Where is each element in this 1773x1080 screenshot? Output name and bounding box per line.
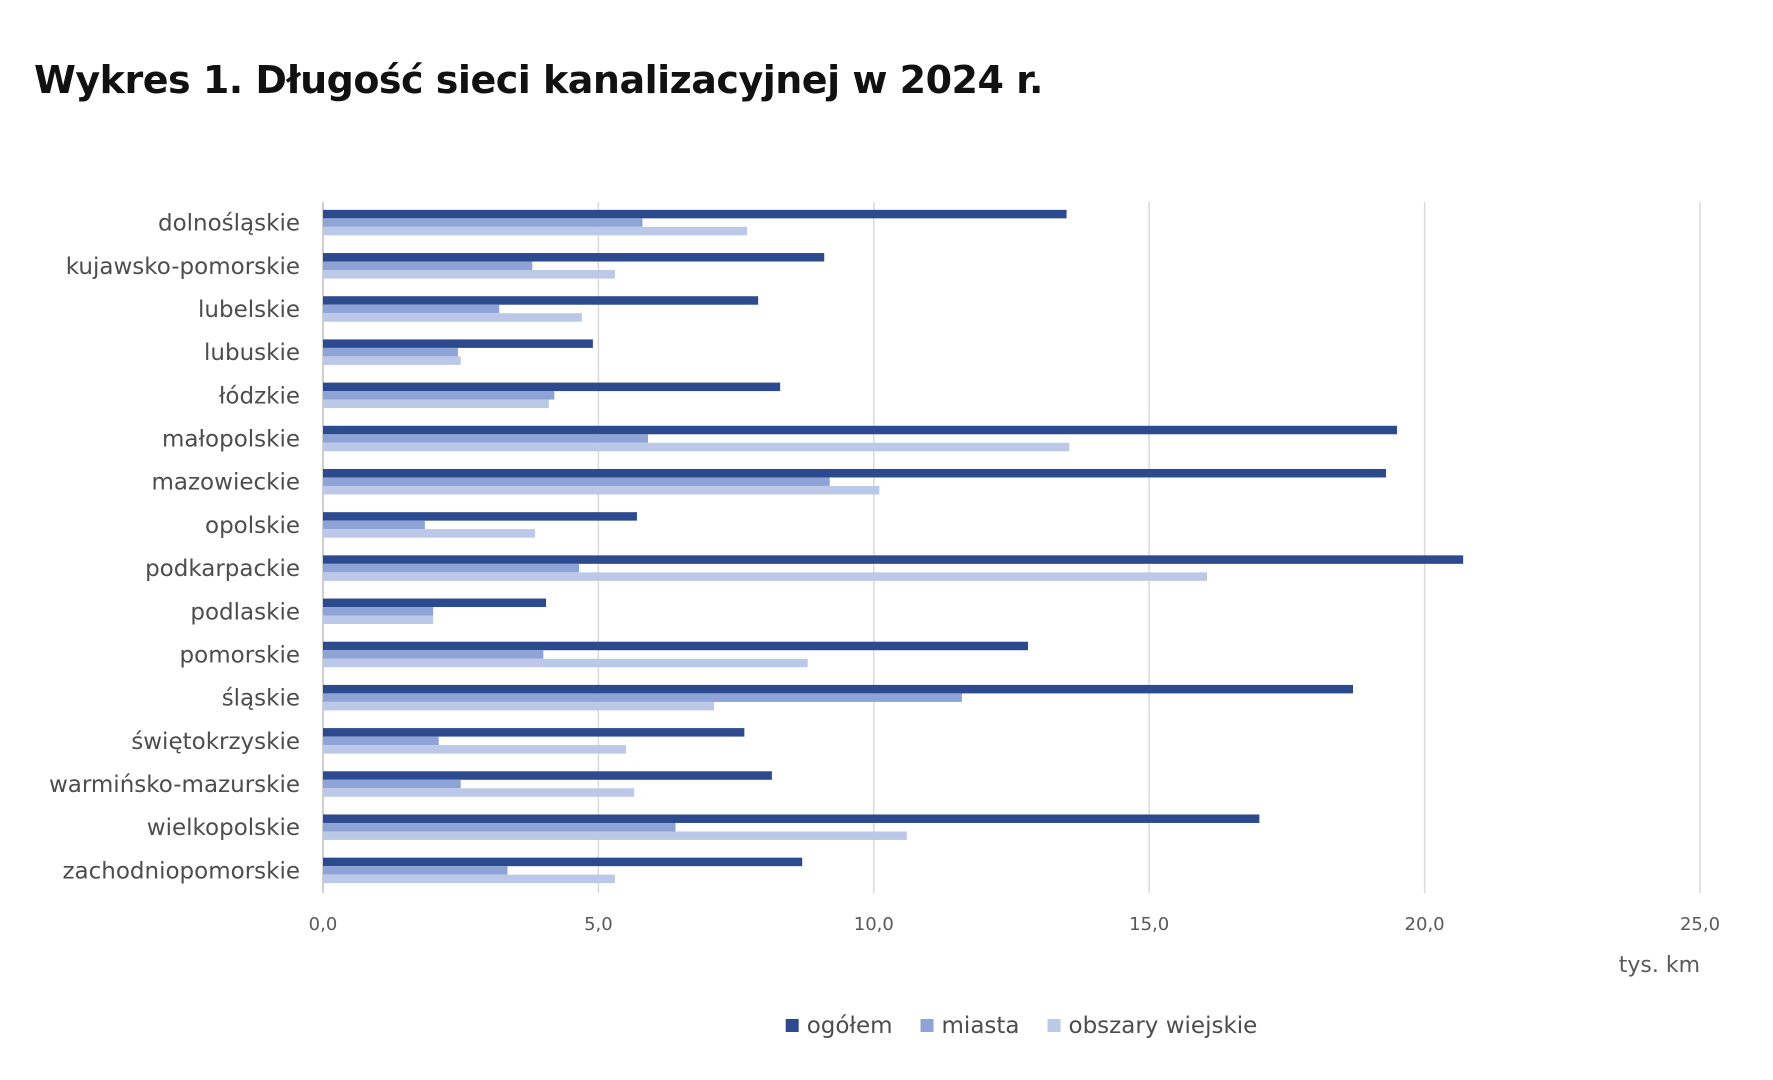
bar-2 — [323, 442, 1070, 452]
bar-2 — [323, 399, 549, 409]
legend-swatch — [785, 1019, 799, 1032]
category-axis: dolnośląskie kujawsko-pomorskie lubelskie l… — [49, 211, 300, 885]
axis-unit-label: tys. km — [1619, 953, 1700, 978]
bar-2 — [323, 485, 880, 495]
legend-swatch — [920, 1019, 934, 1032]
bar-1 — [323, 347, 458, 357]
bar-1 — [323, 607, 434, 616]
bar-1 — [323, 650, 544, 659]
bar-2 — [323, 788, 635, 797]
bar-1 — [323, 261, 533, 271]
category-label: warmińsko-mazurskie — [49, 772, 300, 798]
bar-0 — [323, 468, 1387, 478]
bar-1 — [323, 563, 580, 573]
category-label: wielkopolskie — [147, 815, 300, 841]
category-label: podlaskie — [190, 599, 300, 625]
bar-2 — [323, 572, 1208, 581]
bar-2 — [323, 270, 615, 279]
chart-title: Wykres 1. Długość sieci kanalizacyjnej w… — [34, 58, 1043, 102]
bar-0 — [323, 339, 593, 348]
bar-0 — [323, 296, 759, 305]
bar-1 — [323, 218, 643, 227]
category-label: lubelskie — [198, 297, 300, 323]
bar-0 — [323, 814, 1260, 823]
bar-0 — [323, 209, 1067, 219]
category-label: pomorskie — [180, 642, 300, 668]
bar-0 — [323, 771, 772, 780]
bar-0 — [323, 598, 547, 608]
category-label: lubuskie — [204, 340, 300, 366]
bar-1 — [323, 477, 830, 486]
bar-0 — [323, 641, 1029, 651]
bar-2 — [323, 658, 808, 668]
category-label: mazowieckie — [151, 470, 300, 496]
legend-swatch — [1047, 1019, 1061, 1032]
bar-1 — [323, 520, 425, 530]
bar-1 — [323, 391, 555, 400]
x-tick-label: 15,0 — [1129, 914, 1169, 935]
bar-2 — [323, 356, 461, 365]
bar-1 — [323, 693, 962, 702]
bar-0 — [323, 512, 637, 521]
bar-1 — [323, 822, 676, 832]
bar-2 — [323, 874, 615, 884]
legend: ogółem miasta obszary wiejskie — [785, 1013, 1258, 1039]
bar-1 — [323, 866, 508, 875]
bar-0 — [323, 253, 825, 262]
x-tick-label: 10,0 — [854, 914, 894, 935]
bar-2 — [323, 615, 434, 625]
value-axis: 0,0 5,0 10,0 15,0 20,0 25,0 — [309, 914, 1720, 935]
category-label: podkarpackie — [145, 556, 300, 582]
bars-layer — [323, 209, 1464, 884]
bar-2 — [323, 831, 907, 840]
legend-label: miasta — [942, 1013, 1020, 1039]
bar-1 — [323, 434, 648, 443]
x-tick-label: 5,0 — [584, 914, 613, 935]
bar-0 — [323, 857, 803, 867]
bar-1 — [323, 779, 461, 789]
bar-1 — [323, 304, 500, 314]
category-label: małopolskie — [162, 427, 300, 453]
legend-label: ogółem — [807, 1013, 893, 1039]
x-tick-label: 0,0 — [309, 914, 338, 935]
bar-1 — [323, 736, 439, 746]
x-tick-label: 20,0 — [1405, 914, 1445, 935]
category-label: zachodniopomorskie — [62, 858, 300, 884]
category-label: dolnośląskie — [158, 211, 300, 237]
bar-0 — [323, 555, 1464, 564]
bar-0 — [323, 425, 1398, 435]
legend-label: obszary wiejskie — [1069, 1013, 1258, 1039]
category-label: łódzkie — [219, 383, 300, 409]
category-label: opolskie — [205, 513, 300, 539]
bar-2 — [323, 226, 748, 236]
bar-2 — [323, 529, 536, 538]
bar-2 — [323, 313, 582, 322]
category-label: kujawsko-pomorskie — [66, 254, 300, 280]
category-label: śląskie — [222, 686, 300, 712]
category-label: świętokrzyskie — [131, 729, 300, 755]
bar-0 — [323, 728, 745, 737]
bar-2 — [323, 745, 626, 754]
bar-2 — [323, 701, 715, 711]
bar-0 — [323, 382, 781, 392]
x-tick-label: 25,0 — [1680, 914, 1720, 935]
bar-0 — [323, 684, 1353, 694]
